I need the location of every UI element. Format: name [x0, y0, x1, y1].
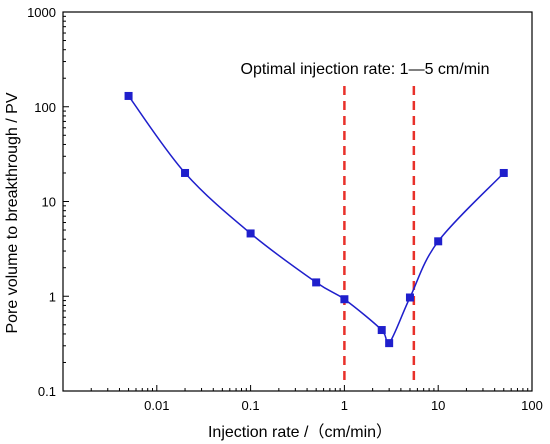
data-point — [405, 293, 414, 302]
y-tick-label: 1000 — [27, 5, 56, 20]
data-point — [377, 326, 386, 335]
data-point — [124, 91, 133, 100]
y-tick-label: 0.1 — [38, 384, 56, 399]
data-point — [246, 229, 255, 238]
data-point — [340, 295, 349, 304]
y-axis-title: Pore volume to breakthrough / PV — [4, 92, 21, 333]
data-point — [181, 168, 190, 177]
y-tick-label: 1 — [49, 289, 56, 304]
x-tick-label: 100 — [521, 398, 543, 413]
y-tick-label: 10 — [42, 195, 56, 210]
data-point — [385, 339, 394, 348]
tick-labels: 0.01 0.1 1 10 100 0.1 1 10 100 1000 — [27, 5, 543, 413]
x-tick-label: 0.01 — [144, 398, 169, 413]
reference-lines — [343, 86, 416, 381]
axes — [62, 11, 533, 392]
data-points — [124, 91, 508, 348]
x-tick-label: 10 — [431, 398, 445, 413]
series-curve — [127, 95, 505, 346]
x-axis-title: Injection rate /（cm/min） — [208, 423, 392, 441]
optimal-rate-annotation: Optimal injection rate: 1—5 cm/min — [241, 61, 490, 78]
data-point — [499, 168, 508, 177]
data-point — [312, 278, 321, 287]
series-line — [127, 95, 505, 346]
x-tick-label: 1 — [341, 398, 348, 413]
y-tick-label: 100 — [34, 100, 56, 115]
data-point — [434, 237, 443, 246]
x-tick-label: 0.1 — [242, 398, 260, 413]
